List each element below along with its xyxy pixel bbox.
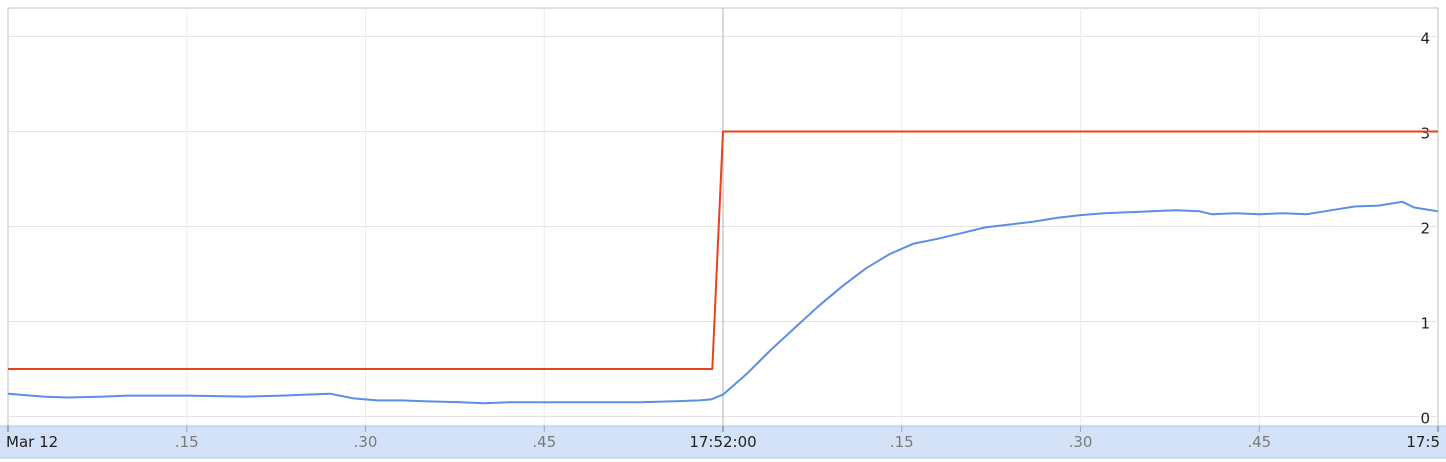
y-tick-label: 0 <box>1420 410 1430 428</box>
x-tick-label: .15 <box>175 433 199 451</box>
x-tick-label: 17:5 <box>1406 433 1440 451</box>
x-tick-label: Mar 12 <box>6 433 58 451</box>
y-tick-label: 3 <box>1420 125 1430 143</box>
series-line-1 <box>8 130 1438 370</box>
series-line-2 <box>7 200 1439 405</box>
y-tick-label: 1 <box>1420 315 1430 333</box>
x-tick-label: .45 <box>1247 433 1271 451</box>
x-tick-label: .30 <box>354 433 378 451</box>
x-tick-label: .45 <box>532 433 556 451</box>
y-tick-label: 2 <box>1420 220 1430 238</box>
x-tick-label: 17:52:00 <box>689 433 756 451</box>
x-tick-label: .15 <box>890 433 914 451</box>
x-tick-label: .30 <box>1069 433 1093 451</box>
y-tick-label: 4 <box>1420 30 1430 48</box>
